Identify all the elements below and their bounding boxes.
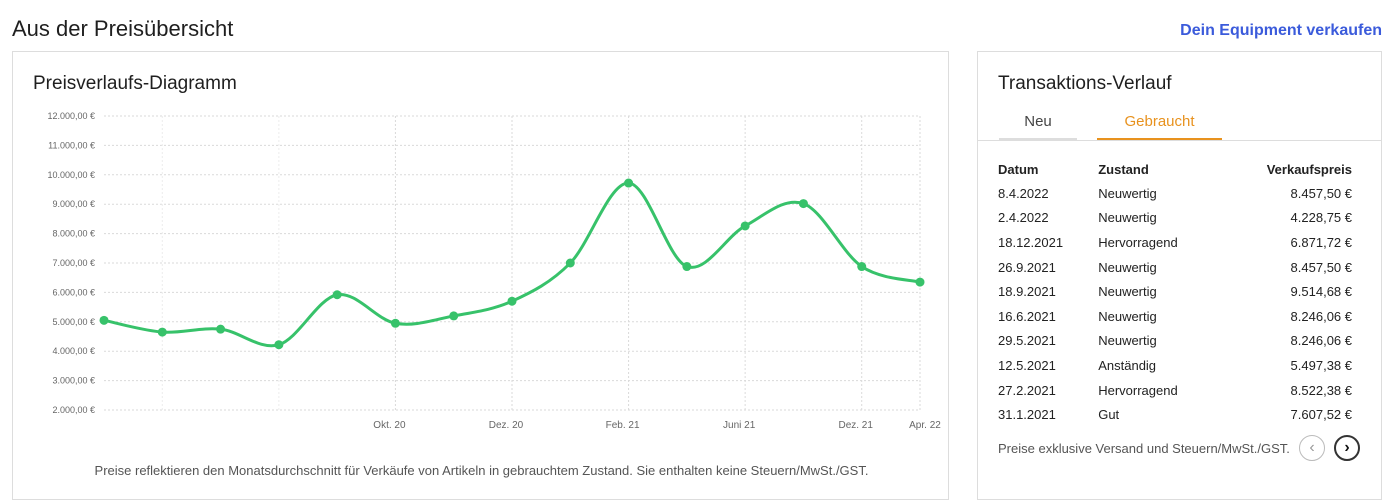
data-point: [915, 277, 925, 287]
column-header-condition: Zustand: [1098, 161, 1149, 177]
column-header-date: Datum: [998, 161, 1039, 177]
table-row: 18.12.2021 Hervorragend 6.871,72 €: [998, 230, 1352, 255]
next-page-button[interactable]: ›: [1334, 435, 1360, 461]
chart-footnote: Preise reflektieren den Monatsdurchschni…: [94, 463, 869, 478]
transaction-table-body: 8.4.2022 Neuwertig 8.457,50 € 2.4.2022 Neuwe…: [998, 181, 1352, 427]
cell-price: 9.514,68 €: [1290, 284, 1352, 300]
cell-date: 31.1.2021: [998, 407, 1056, 423]
transaction-footnote: Preise exklusive Versand und Steuern/MwS…: [998, 441, 1290, 456]
y-tick-label: 8.000,00 €: [52, 229, 95, 239]
data-point: [99, 315, 109, 325]
data-point: [216, 324, 226, 334]
y-tick-label: 12.000,00 €: [47, 111, 95, 121]
data-point: [274, 340, 284, 350]
x-tick-label: Dez. 21: [838, 420, 873, 431]
data-point: [857, 262, 867, 272]
data-point: [449, 311, 459, 321]
chevron-left-icon: ‹: [1309, 439, 1315, 456]
cell-condition: Neuwertig: [1098, 308, 1157, 324]
y-tick-label: 9.000,00 €: [52, 199, 95, 209]
y-tick-label: 11.000,00 €: [48, 140, 95, 150]
table-row: 18.9.2021 Neuwertig 9.514,68 €: [998, 279, 1352, 304]
cell-condition: Neuwertig: [1098, 210, 1157, 226]
transaction-card-title: Transaktions-Verlauf: [998, 73, 1172, 94]
table-row: 27.2.2021 Hervorragend 8.522,38 €: [998, 378, 1352, 403]
transaction-history-card: Transaktions-Verlauf Neu Gebraucht Datum…: [977, 51, 1382, 500]
y-tick-label: 5.000,00 €: [52, 317, 95, 327]
transaction-table: Datum Zustand Verkaufspreis 8.4.2022 Neuw…: [998, 157, 1352, 427]
x-tick-label: Okt. 20: [373, 420, 406, 431]
data-point: [740, 221, 750, 231]
cell-condition: Neuwertig: [1098, 185, 1157, 201]
cell-price: 5.497,38 €: [1290, 357, 1352, 373]
condition-tabs: Neu Gebraucht: [978, 110, 1381, 141]
cell-date: 2.4.2022: [998, 210, 1049, 226]
cell-price: 8.457,50 €: [1290, 259, 1352, 275]
cell-condition: Hervorragend: [1098, 382, 1178, 398]
cell-price: 8.457,50 €: [1290, 185, 1352, 201]
table-row: 12.5.2021 Anständig 5.497,38 €: [998, 353, 1352, 378]
table-header-row: Datum Zustand Verkaufspreis: [998, 157, 1352, 181]
column-header-price: Verkaufspreis: [1266, 161, 1352, 177]
cell-condition: Anständig: [1098, 357, 1157, 373]
table-row: 26.9.2021 Neuwertig 8.457,50 €: [998, 255, 1352, 280]
data-point: [624, 178, 634, 188]
chevron-right-icon: ›: [1344, 439, 1350, 456]
tab-used[interactable]: Gebraucht: [1097, 110, 1222, 140]
cell-date: 16.6.2021: [998, 308, 1056, 324]
cell-condition: Gut: [1098, 407, 1120, 423]
tab-new[interactable]: Neu: [999, 110, 1077, 140]
cell-condition: Hervorragend: [1098, 234, 1178, 250]
cell-price: 4.228,75 €: [1290, 210, 1352, 226]
y-tick-label: 3.000,00 €: [52, 376, 95, 386]
cell-condition: Neuwertig: [1098, 284, 1157, 300]
data-point: [798, 199, 808, 209]
cell-date: 18.12.2021: [998, 234, 1064, 250]
price-line: [102, 181, 922, 348]
cell-date: 18.9.2021: [998, 284, 1056, 300]
price-chart-card: Preisverlaufs-Diagramm 2.000,00 € 3.000,0…: [12, 51, 949, 500]
y-tick-label: 6.000,00 €: [52, 287, 95, 297]
cell-date: 8.4.2022: [998, 185, 1049, 201]
table-row: 2.4.2022 Neuwertig 4.228,75 €: [998, 206, 1352, 231]
cell-date: 27.2.2021: [998, 382, 1056, 398]
cell-condition: Neuwertig: [1098, 259, 1157, 275]
data-point: [332, 290, 342, 300]
cell-date: 29.5.2021: [998, 333, 1056, 349]
data-point: [390, 318, 400, 328]
page-title: Aus der Preisübersicht: [12, 16, 234, 41]
data-point: [565, 258, 575, 268]
cell-date: 26.9.2021: [998, 259, 1056, 275]
cell-condition: Neuwertig: [1098, 333, 1157, 349]
table-row: 31.1.2021 Gut 7.607,52 €: [998, 402, 1352, 427]
data-point: [157, 327, 167, 337]
x-tick-label: Apr. 22: [909, 420, 941, 431]
previous-page-button[interactable]: ‹: [1299, 435, 1325, 461]
x-tick-label: Dez. 20: [489, 420, 524, 431]
sell-equipment-link[interactable]: Dein Equipment verkaufen: [1180, 22, 1382, 39]
y-tick-label: 4.000,00 €: [52, 346, 95, 356]
cell-price: 8.246,06 €: [1290, 333, 1352, 349]
cell-date: 12.5.2021: [998, 357, 1056, 373]
cell-price: 6.871,72 €: [1290, 234, 1352, 250]
table-row: 16.6.2021 Neuwertig 8.246,06 €: [998, 304, 1352, 329]
data-point: [682, 262, 692, 272]
y-tick-label: 7.000,00 €: [52, 258, 95, 268]
data-point: [507, 296, 517, 306]
cell-price: 8.246,06 €: [1290, 308, 1352, 324]
cell-price: 7.607,52 €: [1290, 407, 1352, 423]
x-tick-label: Juni 21: [723, 420, 756, 431]
cell-price: 8.522,38 €: [1290, 382, 1352, 398]
y-tick-label: 2.000,00 €: [52, 405, 95, 415]
table-row: 29.5.2021 Neuwertig 8.246,06 €: [998, 329, 1352, 354]
table-row: 8.4.2022 Neuwertig 8.457,50 €: [998, 181, 1352, 206]
price-history-chart: 2.000,00 € 3.000,00 € 4.000,00 € 5.000,00 €…: [47, 111, 941, 431]
x-tick-label: Feb. 21: [606, 420, 640, 431]
chart-card-title: Preisverlaufs-Diagramm: [33, 73, 237, 94]
y-tick-label: 10.000,00 €: [47, 170, 95, 180]
